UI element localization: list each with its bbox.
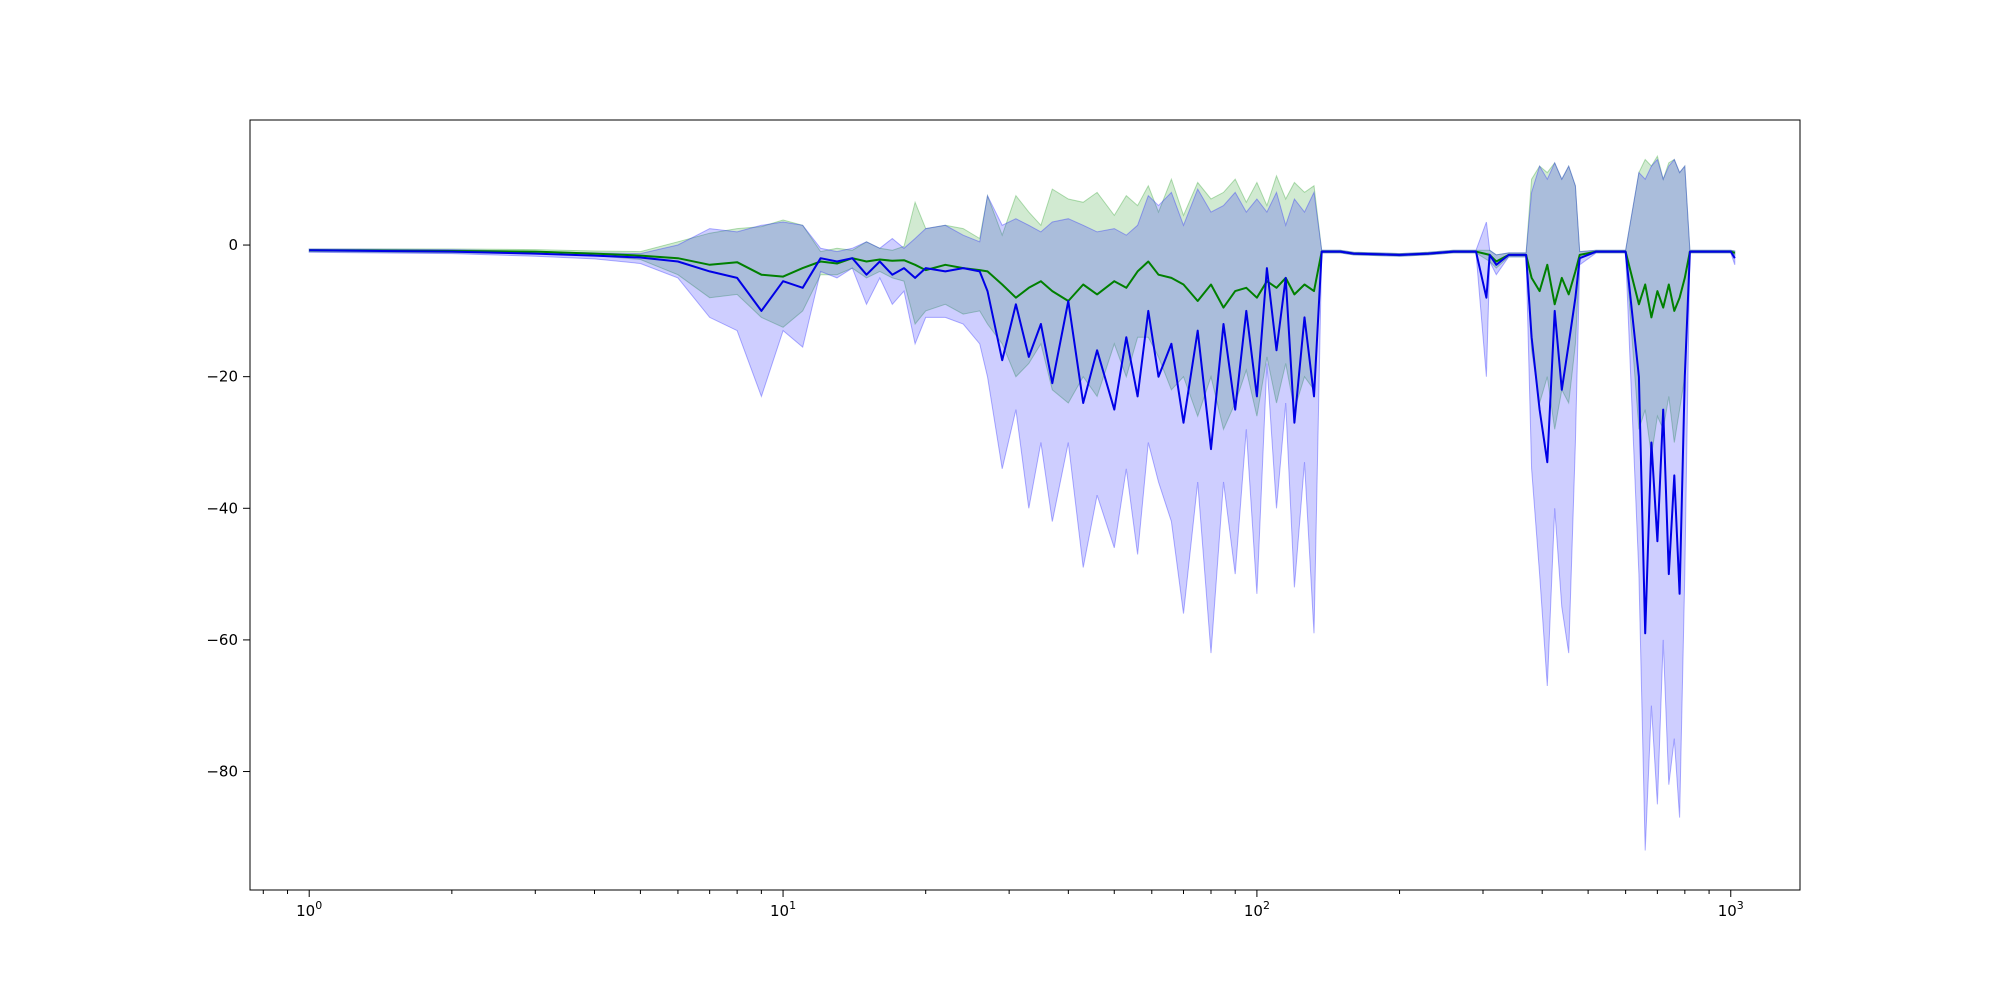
- x-axis: 100 101 102 103: [262, 890, 1744, 920]
- series-1-line: [309, 249, 1736, 635]
- y-tick-label: 0: [228, 236, 238, 254]
- y-tick-label: −40: [206, 499, 238, 517]
- y-tick-label: −80: [206, 763, 238, 781]
- y-axis: 0 −20 −40 −60 −80: [206, 236, 250, 781]
- series-0-line: [309, 249, 1736, 319]
- x-tick-label: 101: [770, 899, 796, 920]
- y-tick-label: −60: [206, 631, 238, 649]
- y-tick-label: −20: [206, 368, 238, 386]
- x-tick-label: 103: [1718, 899, 1744, 920]
- x-tick-label: 100: [296, 899, 322, 920]
- x-tick-label: 102: [1244, 899, 1270, 920]
- line-layer: [309, 249, 1736, 635]
- plot-frame: [249, 119, 1801, 891]
- band-layer: [308, 154, 1736, 851]
- series-1-band: [308, 158, 1736, 851]
- series-0-band: [308, 154, 1736, 456]
